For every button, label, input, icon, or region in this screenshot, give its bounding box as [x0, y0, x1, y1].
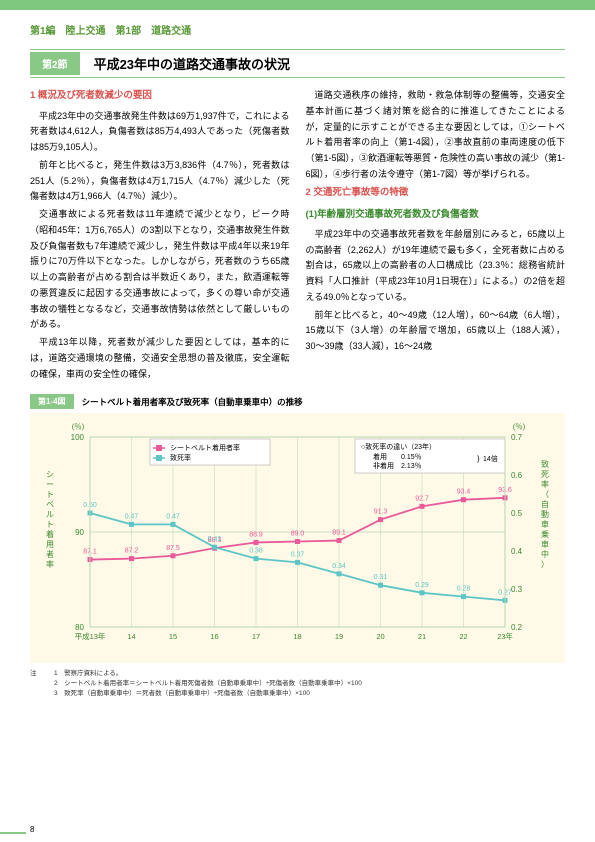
svg-text:93.4: 93.4 [457, 489, 471, 496]
svg-text:21: 21 [418, 632, 426, 641]
chart-area: 80 90 100 0.2 0.3 0.4 0.5 0.6 0.7 平成13年 14 15 16 17 18… [30, 413, 565, 663]
svg-text:15: 15 [169, 632, 177, 641]
svg-text:致死率: 致死率 [170, 453, 191, 462]
svg-text:用: 用 [46, 540, 54, 549]
svg-text:(％): (％) [72, 422, 85, 431]
svg-text:致: 致 [541, 459, 549, 469]
svg-text:ト: ト [46, 520, 54, 529]
right-p3: 前年と比べると，40〜49歳（12人増），60〜64歳（6人増），15歳以下（3… [306, 308, 566, 355]
svg-text:0.41: 0.41 [208, 537, 222, 544]
section-badge: 第2節 [30, 52, 80, 75]
svg-text:非着用 2.13％: 非着用 2.13％ [373, 461, 422, 470]
svg-text:着用 0.15％: 着用 0.15％ [373, 452, 422, 461]
svg-text:着: 着 [46, 529, 54, 539]
left-p4: 平成13年以降，死者数が減少した要因としては，基本的には，道路交通環境の整備，交… [30, 335, 290, 382]
svg-text:（: （ [541, 490, 549, 499]
svg-text:92.7: 92.7 [415, 496, 429, 503]
chart-svg: 80 90 100 0.2 0.3 0.4 0.5 0.6 0.7 平成13年 14 15 16 17 18… [30, 413, 565, 663]
svg-text:0.34: 0.34 [332, 563, 346, 570]
svg-text:0.37: 0.37 [291, 552, 305, 559]
subhead-1: 1 概況及び死者数減少の要因 [30, 88, 290, 105]
svg-text:18: 18 [293, 632, 301, 641]
chart-caption-badge: 第1-4図 [30, 394, 74, 409]
footnotes: 注 1 警察庁資料による。 2 シートベルト着用者率＝シートベルト着用死傷者数（… [30, 669, 565, 698]
svg-text:ベ: ベ [46, 500, 54, 509]
svg-text:100: 100 [71, 433, 85, 442]
svg-text:0.28: 0.28 [457, 586, 471, 593]
right-column: 道路交通秩序の維持，救助・救急体制等の整備等，交通安全基本計画に基づく諸対策を総… [306, 88, 566, 384]
svg-text:(％): (％) [513, 422, 526, 431]
breadcrumb: 第1編 陸上交通 第1部 道路交通 [0, 10, 595, 45]
svg-text:○致死率の違い（23年）: ○致死率の違い（23年） [361, 442, 436, 451]
page-number-bar [0, 832, 26, 834]
left-p2: 前年と比べると，発生件数は3万3,836件（4.7％），死者数は251人（5.2… [30, 158, 290, 205]
svg-text:19: 19 [335, 632, 343, 641]
footnote-1-text: 1 警察庁資料による。 [54, 669, 122, 679]
svg-text:87.5: 87.5 [166, 545, 180, 552]
svg-text:自: 自 [541, 499, 549, 509]
left-p3: 交通事故による死者数は11年連続で減少となり，ピーク時（昭和45年：1万6,76… [30, 207, 290, 333]
footnote-label: 注 [30, 669, 54, 679]
svg-text:0.3: 0.3 [511, 585, 523, 594]
svg-text:ー: ー [46, 480, 54, 489]
footnote-1: 注 1 警察庁資料による。 [30, 669, 565, 679]
svg-text:ト: ト [46, 490, 54, 499]
right-p2: 平成23年中の交通事故死者数を年齢層別にみると，65歳以上の高齢者（2,262人… [306, 227, 566, 306]
svg-text:0.7: 0.7 [511, 433, 523, 442]
svg-text:死: 死 [541, 470, 549, 479]
section-header: 第2節 平成23年中の道路交通事故の状況 [30, 49, 565, 78]
svg-text:14倍: 14倍 [483, 454, 498, 463]
svg-text:20: 20 [376, 632, 384, 641]
svg-text:シートベルト着用者率: シートベルト着用者率 [170, 443, 240, 452]
svg-text:88.9: 88.9 [249, 532, 263, 539]
svg-text:22: 22 [459, 632, 467, 641]
body-columns: 1 概況及び死者数減少の要因 平成23年中の交通事故発生件数は69万1,937件… [0, 88, 595, 384]
svg-text:0.6: 0.6 [511, 471, 523, 480]
chart-caption-text: シートベルト着用者率及び致死率（自動車乗車中）の推移 [74, 396, 303, 408]
left-p1: 平成23年中の交通事故発生件数は69万1,937件で，これによる死者数は4,61… [30, 109, 290, 156]
svg-text:ル: ル [46, 510, 54, 519]
svg-text:シ: シ [46, 470, 54, 479]
svg-text:0.2: 0.2 [511, 623, 523, 632]
footnote-3-text: 3 致死率（自動車乗車中）＝死者数（自動車乗車中）÷死傷者数（自動車乗車中）×1… [54, 689, 310, 699]
svg-text:0.38: 0.38 [249, 548, 263, 555]
svg-text:者: 者 [46, 550, 54, 559]
footnote-2-text: 2 シートベルト着用者率＝シートベルト着用死傷者数（自動車乗車中）÷死傷者数（自… [54, 679, 362, 689]
svg-text:率: 率 [541, 479, 549, 489]
subhead-2-sub: (1)年齢層別交通事故死者数及び負傷者数 [306, 207, 566, 224]
svg-text:0.47: 0.47 [166, 514, 180, 521]
chart-caption: 第1-4図 シートベルト着用者率及び致死率（自動車乗車中）の推移 [30, 394, 565, 409]
svg-text:0.47: 0.47 [125, 514, 139, 521]
page-number: 8 [30, 825, 34, 834]
svg-text:90: 90 [75, 528, 84, 537]
svg-text:89.1: 89.1 [332, 530, 346, 537]
svg-text:89.0: 89.0 [291, 531, 305, 538]
right-p1: 道路交通秩序の維持，救助・救急体制等の整備等，交通安全基本計画に基づく諸対策を総… [306, 88, 566, 183]
section-title: 平成23年中の道路交通事故の状況 [80, 50, 304, 77]
svg-text:率: 率 [46, 559, 54, 569]
svg-text:14: 14 [127, 632, 135, 641]
left-column: 1 概況及び死者数減少の要因 平成23年中の交通事故発生件数は69万1,937件… [30, 88, 290, 384]
svg-text:）: ） [541, 560, 549, 569]
subhead-2: 2 交通死亡事故等の特徴 [306, 185, 566, 202]
svg-text:91.3: 91.3 [374, 509, 388, 516]
svg-text:0.31: 0.31 [374, 575, 388, 582]
svg-text:0.29: 0.29 [415, 582, 429, 589]
svg-text:中: 中 [541, 549, 549, 559]
footnote-3: 3 致死率（自動車乗車中）＝死者数（自動車乗車中）÷死傷者数（自動車乗車中）×1… [30, 689, 565, 699]
svg-text:乗: 乗 [541, 529, 549, 539]
svg-text:23年: 23年 [497, 631, 513, 641]
svg-text:動: 動 [541, 510, 549, 519]
svg-text:87.2: 87.2 [125, 548, 139, 555]
top-accent-bar [0, 0, 595, 10]
svg-text:0.4: 0.4 [511, 547, 523, 556]
svg-text:平成13年: 平成13年 [75, 631, 106, 641]
svg-text:車: 車 [541, 519, 549, 529]
footnote-2: 2 シートベルト着用者率＝シートベルト着用死傷者数（自動車乗車中）÷死傷者数（自… [30, 679, 565, 689]
svg-text:17: 17 [252, 632, 260, 641]
svg-text:車: 車 [541, 539, 549, 549]
svg-text:16: 16 [210, 632, 218, 641]
svg-text:80: 80 [75, 623, 84, 632]
svg-text:0.5: 0.5 [511, 509, 523, 518]
